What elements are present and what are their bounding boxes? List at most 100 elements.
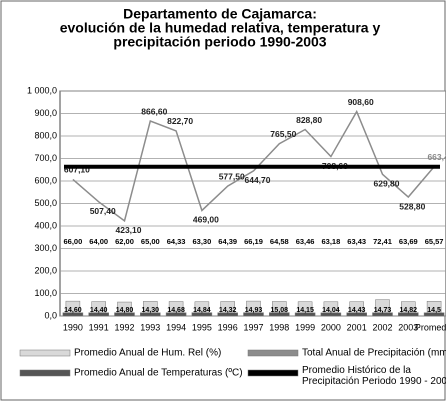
data-label: 14,93: [245, 307, 263, 314]
data-label: 828,80: [296, 115, 322, 125]
data-label: 528,80: [399, 201, 425, 211]
data-label: 14,32: [219, 307, 237, 314]
bar: [372, 312, 393, 317]
data-label: 63,46: [296, 237, 315, 246]
y-tick-label: 1 000,0: [27, 85, 57, 95]
data-label: 14,43: [348, 307, 366, 314]
legend-swatch: [247, 369, 299, 377]
data-label: 64,39: [218, 237, 237, 246]
bar: [191, 312, 213, 317]
bar: [165, 312, 187, 317]
bar: [217, 312, 238, 317]
data-label: 14,60: [64, 307, 82, 314]
data-label: 14,73: [374, 307, 392, 314]
data-label: 14,15: [296, 307, 314, 314]
bar: [398, 312, 419, 317]
bar: [423, 312, 445, 317]
x-tick-label: 1996: [218, 322, 238, 332]
data-label: 64,00: [89, 237, 108, 246]
y-tick-label: 500,0: [34, 198, 57, 208]
x-tick-label: 2000: [321, 322, 341, 332]
y-tick-label: 600,0: [34, 175, 57, 185]
x-tick-label: 1990: [63, 322, 83, 332]
y-tick-label: 700,0: [34, 153, 57, 163]
data-label: 507,40: [90, 206, 116, 216]
data-label: 72,41: [373, 237, 392, 246]
bar: [62, 312, 84, 317]
y-tick-label: 0,0: [44, 310, 57, 320]
x-tick-label: 1999: [295, 322, 315, 332]
x-tick-label: 1993: [140, 322, 160, 332]
line: [72, 109, 435, 223]
data-label: 629,80: [374, 179, 400, 189]
x-tick-label: 1992: [114, 322, 134, 332]
y-tick-label: 400,0: [34, 220, 57, 230]
data-label: 765,50: [270, 129, 296, 139]
data-label: 63,30: [193, 237, 212, 246]
legend-item: Promedio Anual de Temperaturas (ºC): [19, 368, 243, 379]
bar: [269, 312, 290, 317]
data-label: 908,60: [348, 97, 374, 107]
data-label: 663,4: [427, 152, 446, 162]
bar: [346, 312, 367, 317]
data-label: 577,50: [219, 171, 245, 181]
x-tick-label: 2002: [372, 322, 392, 332]
x-tick-label: 2003: [398, 322, 418, 332]
data-label: 64,33: [167, 237, 186, 246]
data-label: 469,00: [193, 215, 219, 225]
data-label: 62,00: [115, 237, 134, 246]
data-label: 14,80: [116, 307, 134, 314]
y-tick-label: 900,0: [34, 108, 57, 118]
data-label: 14,30: [142, 307, 160, 314]
y-tick-label: 800,0: [34, 130, 57, 140]
x-tick-label: 1997: [243, 322, 263, 332]
data-label: 866,60: [141, 106, 167, 116]
data-label: 14,5: [427, 307, 441, 314]
legend-swatch: [19, 349, 71, 357]
chart-title: Departamento de Cajamarca:: [123, 6, 317, 22]
x-tick-label: Promedio: [415, 322, 446, 332]
data-label: 14,84: [193, 307, 211, 314]
data-label: 14,40: [90, 307, 108, 314]
legend-label: Promedio Anual de Hum. Rel (%): [74, 348, 221, 359]
x-tick-label: 1998: [269, 322, 289, 332]
bar: [88, 312, 109, 317]
bar: [294, 312, 316, 317]
x-tick-label: 1994: [166, 322, 186, 332]
legend-item: Promedio Histórico de la Precipitación P…: [247, 365, 446, 387]
chart-title: precipitación periodo 1990-2003: [113, 34, 326, 50]
data-label: 63,43: [347, 237, 366, 246]
x-tick-label: 1991: [89, 322, 109, 332]
data-label: 15,08: [271, 307, 289, 314]
data-label: 66,00: [64, 237, 83, 246]
data-label: 66,19: [244, 237, 263, 246]
y-tick-label: 300,0: [34, 243, 57, 253]
x-tick-label: 2001: [347, 322, 367, 332]
data-label: 14,82: [400, 307, 418, 314]
legend-item: Promedio Anual de Hum. Rel (%): [19, 348, 221, 359]
data-label: 822,70: [167, 116, 193, 126]
legend-item: Total Anual de Precipitación (mm): [247, 348, 446, 359]
legend-label: Total Anual de Precipitación (mm): [302, 348, 446, 359]
chart-title: evolución de la humedad relativa, temper…: [60, 20, 381, 36]
data-label: 63,18: [322, 237, 341, 246]
data-label: 64,58: [270, 237, 289, 246]
data-label: 644,70: [245, 175, 271, 185]
data-label: 423,10: [116, 225, 142, 235]
data-label: 14,04: [322, 307, 340, 314]
data-label: 607,10: [64, 165, 90, 175]
data-label: 65,57: [425, 237, 444, 246]
legend-swatch: [19, 369, 71, 377]
data-label: 65,00: [141, 237, 160, 246]
legend-swatch: [247, 349, 299, 357]
x-tick-label: 1995: [192, 322, 212, 332]
y-tick-label: 100,0: [34, 288, 57, 298]
bar: [114, 312, 135, 317]
bar: [140, 312, 161, 317]
legend-label: Promedio Histórico de la Precipitación P…: [302, 365, 446, 387]
bar: [320, 312, 342, 317]
legend-label: Promedio Anual de Temperaturas (ºC): [74, 368, 243, 379]
bar: [243, 312, 264, 317]
data-label: 14,68: [167, 307, 185, 314]
